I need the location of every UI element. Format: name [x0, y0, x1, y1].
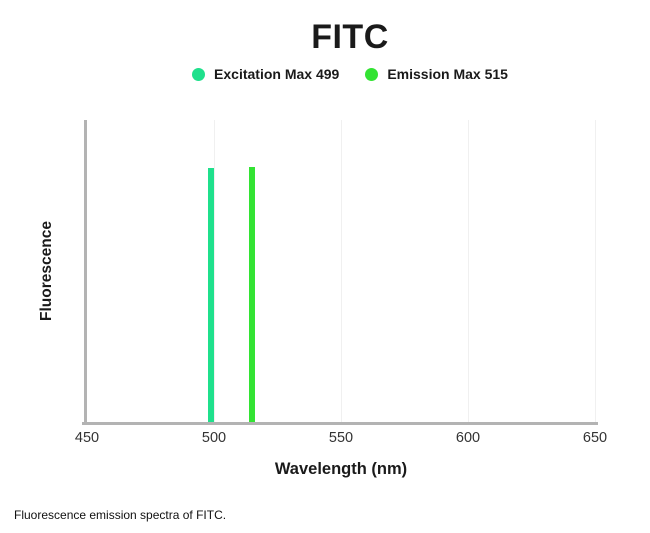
gridline-600 [468, 120, 469, 422]
x-tick-label-600: 600 [455, 430, 481, 446]
plot-area [82, 120, 598, 425]
x-tick-label-450: 450 [74, 430, 100, 446]
x-axis-ticks: 450 500 550 600 650 [75, 430, 607, 450]
gridline-650 [595, 120, 596, 422]
legend-item-excitation[interactable]: Excitation Max 499 [192, 66, 339, 82]
x-axis-line [82, 422, 598, 425]
chart-title: FITC [311, 18, 389, 56]
emission-legend-dot-icon [365, 67, 379, 81]
gridline-500 [214, 120, 215, 422]
legend-label-emission: Emission Max 515 [387, 66, 508, 82]
figure-caption: Fluorescence emission spectra of FITC. [14, 508, 227, 522]
x-tick-label-500: 500 [201, 430, 227, 446]
legend-label-excitation: Excitation Max 499 [214, 66, 340, 82]
x-axis-title: Wavelength (nm) [274, 460, 408, 478]
y-axis-title: Fluorescence [38, 221, 55, 321]
gridline-550 [341, 120, 342, 422]
excitation-legend-dot-icon [192, 67, 206, 81]
x-tick-label-550: 550 [328, 430, 354, 446]
y-axis-line [84, 120, 87, 425]
emission-bar [249, 166, 256, 422]
x-tick-label-650: 650 [582, 430, 608, 446]
legend: Excitation Max 499 Emission Max 515 [25, 66, 650, 82]
excitation-bar [208, 168, 215, 422]
legend-item-emission[interactable]: Emission Max 515 [365, 66, 508, 82]
